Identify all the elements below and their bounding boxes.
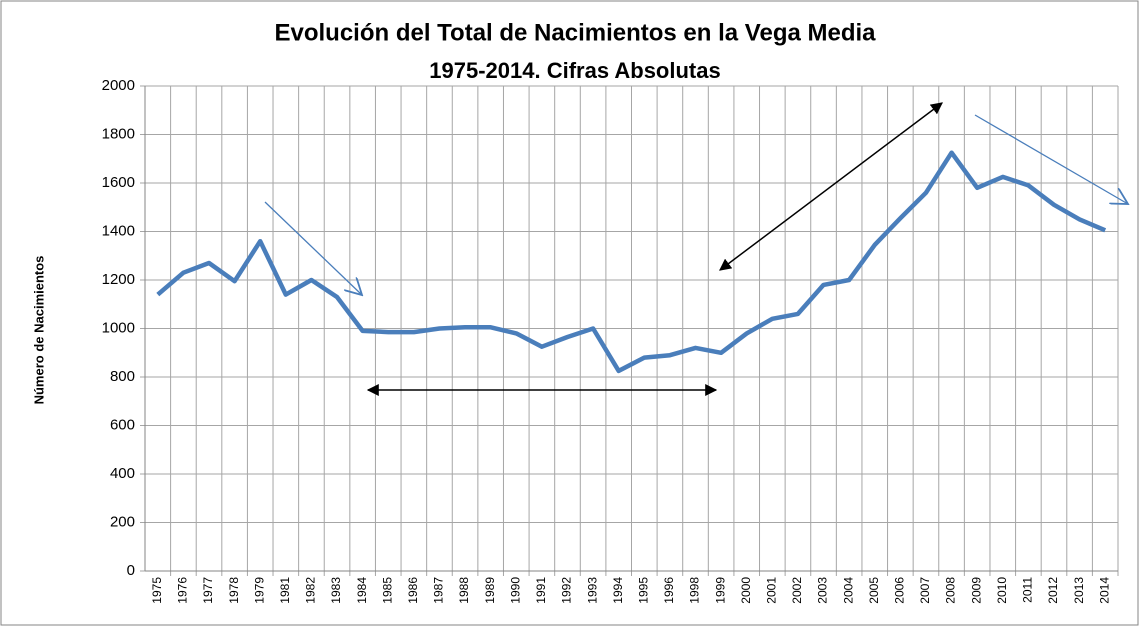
x-tick-label: 1992 — [560, 577, 574, 604]
annotation-arrow — [974, 114, 1128, 204]
x-tick-label: 2002 — [790, 577, 804, 604]
chart-title: Evolución del Total de Nacimientos en la… — [274, 19, 876, 46]
x-tick-label: 1981 — [278, 577, 292, 604]
y-tick-label: 1600 — [102, 174, 135, 191]
y-tick-label: 800 — [110, 368, 135, 385]
x-tick-label: 1984 — [355, 577, 369, 604]
x-tick-label: 2004 — [841, 577, 855, 604]
x-tick-label: 2006 — [893, 577, 907, 604]
annotation-arrow — [719, 102, 943, 271]
x-tick-label: 1977 — [201, 577, 215, 604]
chart-subtitle: 1975-2014. Cifras Absolutas — [429, 58, 720, 83]
annotation-arrow — [264, 201, 362, 295]
y-axis-label: Número de Nacimientos — [31, 256, 46, 405]
x-tick-label: 2011 — [1021, 577, 1035, 603]
x-tick-label: 1979 — [252, 577, 266, 604]
x-tick-label: 1986 — [406, 577, 420, 604]
x-tick-label: 2010 — [995, 577, 1009, 604]
x-tick-label: 1998 — [688, 577, 702, 604]
y-tick-label: 1400 — [102, 222, 135, 239]
x-tick-label: 2014 — [1097, 577, 1111, 604]
x-tick-label: 1975 — [150, 577, 164, 604]
y-tick-label: 0 — [127, 562, 135, 579]
x-tick-label: 1988 — [457, 577, 471, 604]
x-tick-label: 1995 — [636, 577, 650, 604]
x-tick-label: 1993 — [585, 577, 599, 604]
y-tick-label: 1800 — [102, 125, 135, 142]
x-tick-label: 1990 — [508, 577, 522, 604]
y-tick-label: 400 — [110, 465, 135, 482]
x-tick-label: 1978 — [227, 577, 241, 604]
x-tick-label: 2008 — [944, 577, 958, 604]
y-tick-label: 600 — [110, 416, 135, 433]
x-tick-label: 1996 — [662, 577, 676, 604]
x-tick-label: 2013 — [1072, 577, 1086, 604]
x-tick-label: 1991 — [534, 577, 548, 604]
y-tick-label: 1200 — [102, 271, 135, 288]
x-tick-label: 1999 — [713, 577, 727, 604]
x-tick-label: 1994 — [611, 577, 625, 604]
x-tick-label: 2007 — [918, 577, 932, 604]
y-tick-label: 2000 — [102, 77, 135, 94]
x-tick-label: 2009 — [969, 577, 983, 604]
x-tick-label: 1983 — [329, 577, 343, 604]
y-tick-label: 1000 — [102, 319, 135, 336]
x-tick-label: 1976 — [176, 577, 190, 604]
x-tick-label: 2005 — [867, 577, 881, 604]
x-tick-label: 2012 — [1046, 577, 1060, 604]
x-tick-label: 1987 — [432, 577, 446, 604]
x-tick-label: 1982 — [304, 577, 318, 604]
y-tick-label: 200 — [110, 513, 135, 530]
x-tick-label: 2003 — [816, 577, 830, 604]
x-tick-label: 2000 — [739, 577, 753, 604]
x-tick-label: 2001 — [765, 577, 779, 604]
x-tick-label: 1989 — [483, 577, 497, 604]
data-line — [156, 150, 1107, 374]
x-tick-label: 1985 — [380, 577, 394, 604]
